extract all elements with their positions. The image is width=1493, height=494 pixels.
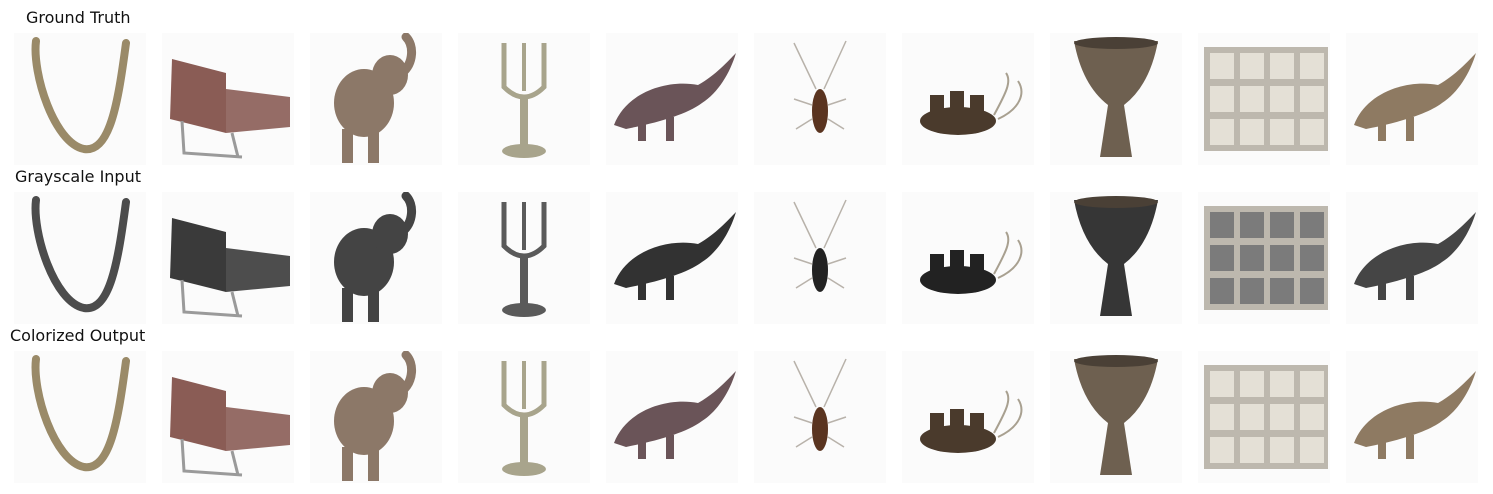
dinosaur-icon: [614, 212, 736, 300]
image-cell: [14, 192, 146, 324]
image-cell: [902, 192, 1034, 324]
drum-icon: [1074, 37, 1158, 157]
crab-icon: [920, 390, 1023, 453]
image-cell: [606, 351, 738, 483]
image-cell: [458, 33, 590, 165]
image-cell: [162, 351, 294, 483]
snake-icon: [31, 196, 130, 313]
row-title-colorized-output: Colorized Output: [10, 326, 146, 345]
keyboard-icon: [1204, 206, 1328, 310]
image-cell: [1198, 351, 1330, 483]
image-cell: [902, 33, 1034, 165]
image-cell: [754, 192, 886, 324]
image-cell: [1346, 192, 1478, 324]
image-cell: [606, 33, 738, 165]
image-cell: [162, 192, 294, 324]
image-cell: [310, 351, 442, 483]
keyboard-icon: [1204, 365, 1328, 469]
cockroach-icon: [793, 40, 847, 133]
row-title-grayscale-input: Grayscale Input: [15, 167, 141, 186]
drum-icon: [1074, 196, 1158, 316]
elephant-icon: [334, 351, 416, 481]
image-cell: [754, 33, 886, 165]
elephant-icon: [334, 33, 416, 163]
image-cell: [902, 351, 1034, 483]
image-cell: [162, 33, 294, 165]
dinosaur-icon: [614, 371, 736, 459]
snake-icon: [31, 37, 130, 154]
image-cell: [1198, 192, 1330, 324]
image-cell: [14, 351, 146, 483]
row-title-ground-truth: Ground Truth: [26, 8, 131, 27]
cockroach-icon: [793, 199, 847, 292]
keyboard-icon: [1204, 47, 1328, 151]
image-cell: [14, 33, 146, 165]
dinosaur-icon: [1354, 53, 1476, 141]
dinosaur-icon: [614, 53, 736, 141]
goblet-icon: [501, 202, 547, 317]
chair-icon: [170, 59, 290, 159]
dinosaur-icon: [1354, 212, 1476, 300]
cockroach-icon: [793, 358, 847, 451]
image-cell: [1050, 33, 1182, 165]
crab-icon: [920, 72, 1023, 135]
elephant-icon: [334, 192, 416, 322]
image-cell: [310, 192, 442, 324]
chair-icon: [170, 218, 290, 318]
snake-icon: [31, 355, 130, 472]
image-cell: [310, 33, 442, 165]
image-cell: [754, 351, 886, 483]
crab-icon: [920, 231, 1023, 294]
drum-icon: [1074, 355, 1158, 475]
dinosaur-icon: [1354, 371, 1476, 459]
goblet-icon: [501, 43, 547, 158]
goblet-icon: [501, 361, 547, 476]
image-cell: [1050, 351, 1182, 483]
image-cell: [1198, 33, 1330, 165]
image-cell: [1346, 33, 1478, 165]
image-cell: [458, 192, 590, 324]
image-cell: [1050, 192, 1182, 324]
image-cell: [606, 192, 738, 324]
image-cell: [458, 351, 590, 483]
chair-icon: [170, 377, 290, 477]
image-cell: [1346, 351, 1478, 483]
